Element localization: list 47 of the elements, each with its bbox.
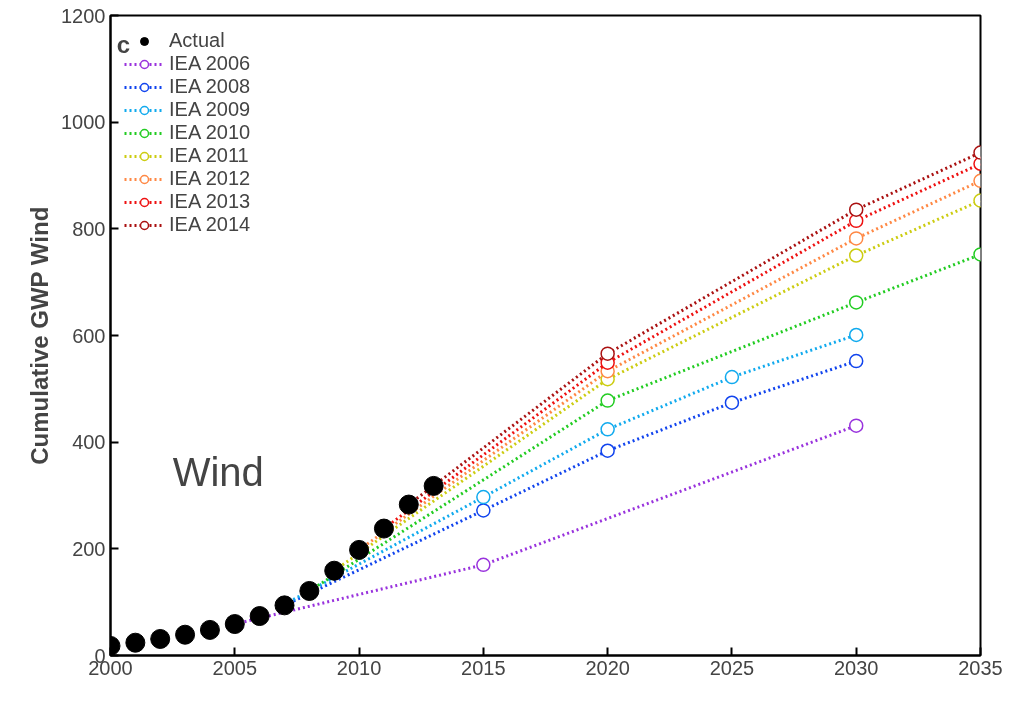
point xyxy=(249,606,270,627)
point xyxy=(848,418,864,433)
point xyxy=(125,632,146,653)
x-tick-label: 2030 xyxy=(833,656,879,679)
point xyxy=(848,231,864,246)
point xyxy=(848,248,864,263)
y-tick-label: 800 xyxy=(72,217,106,240)
point xyxy=(724,369,740,385)
legend-label: IEA 2012 xyxy=(169,167,251,190)
legend-label: IEA 2013 xyxy=(169,190,251,213)
y-tick-label: 1000 xyxy=(61,111,106,134)
x-tick-label: 2015 xyxy=(461,656,506,679)
annotation: c xyxy=(116,31,131,59)
point xyxy=(724,395,740,410)
legend-label: IEA 2008 xyxy=(169,75,251,98)
annotation: Wind xyxy=(172,449,264,494)
point xyxy=(848,202,864,217)
point xyxy=(600,346,615,361)
point xyxy=(848,353,864,369)
x-tick-label: 2035 xyxy=(958,656,1003,679)
point xyxy=(199,619,220,640)
y-axis-title: Cumulative GWP Wind xyxy=(26,206,54,465)
point xyxy=(476,503,491,518)
point xyxy=(150,628,171,649)
point xyxy=(848,327,864,343)
point xyxy=(423,475,444,496)
legend-label: IEA 2011 xyxy=(169,144,249,167)
point xyxy=(600,443,615,458)
y-tick-label: 400 xyxy=(72,431,106,454)
point xyxy=(476,557,491,573)
y-tick-label: 600 xyxy=(72,324,106,347)
point xyxy=(476,489,491,505)
x-tick-label: 2020 xyxy=(585,656,630,679)
x-tick-label: 2005 xyxy=(212,656,258,679)
point xyxy=(600,393,615,408)
legend-label: IEA 2009 xyxy=(169,98,251,121)
point xyxy=(600,422,615,437)
x-tick-label: 2025 xyxy=(709,656,755,679)
y-tick-label: 1200 xyxy=(61,4,106,27)
legend-label: IEA 2014 xyxy=(169,213,251,236)
x-tick-label: 2010 xyxy=(336,656,382,679)
legend-label: Actual xyxy=(169,29,225,52)
point xyxy=(175,624,196,645)
legend-label: IEA 2010 xyxy=(169,121,251,144)
point xyxy=(848,295,864,310)
legend-label: IEA 2006 xyxy=(169,52,251,75)
y-tick-label: 200 xyxy=(72,537,106,560)
